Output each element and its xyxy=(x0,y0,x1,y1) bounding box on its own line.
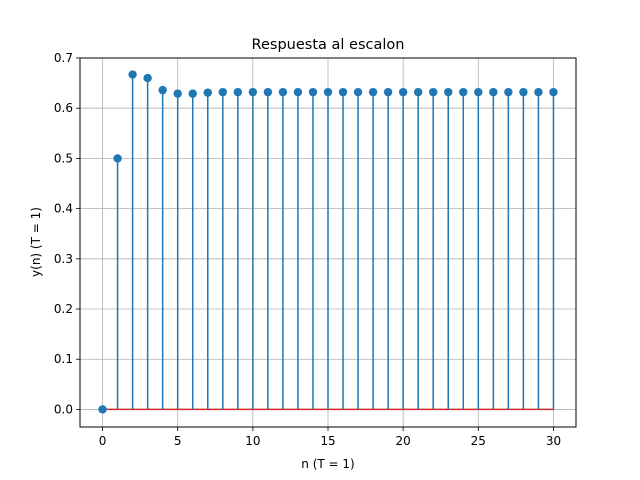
stem-marker xyxy=(398,87,408,97)
x-tick-label: 25 xyxy=(471,434,486,448)
y-tick-label: 0.5 xyxy=(54,151,73,165)
stem-marker xyxy=(459,87,468,97)
stem-marker xyxy=(519,87,528,97)
stem-marker xyxy=(158,85,167,95)
stem-marker xyxy=(474,87,483,97)
x-tick-label: 5 xyxy=(174,434,182,448)
y-tick-label: 0.6 xyxy=(54,101,73,115)
y-tick-label: 0.3 xyxy=(54,252,73,266)
y-tick-label: 0.4 xyxy=(54,202,73,216)
y-axis-ticks: 0.0 0.1 0.2 0.3 0.4 0.5 0.6 0.7 xyxy=(54,51,80,416)
stem-marker xyxy=(203,88,212,97)
stem-marker xyxy=(113,154,122,163)
x-tick-label: 20 xyxy=(396,434,411,448)
stem-marker xyxy=(233,87,243,97)
x-tick-label: 30 xyxy=(546,434,561,448)
stem-marker xyxy=(188,89,197,98)
stem-marker xyxy=(429,87,438,97)
stem-marker xyxy=(549,87,558,97)
y-tick-label: 0.1 xyxy=(54,352,73,366)
y-axis-label: y(n) (T = 1) xyxy=(29,207,43,277)
x-axis-ticks: 0 5 10 15 20 25 30 xyxy=(99,427,561,448)
stem-marker xyxy=(368,87,378,97)
stem-marker xyxy=(444,87,453,97)
stem-marker xyxy=(98,405,107,414)
stem-marker xyxy=(383,87,393,97)
stem-marker xyxy=(353,87,363,97)
x-tick-label: 15 xyxy=(320,434,335,448)
stem-marker xyxy=(413,87,423,97)
y-tick-label: 0.2 xyxy=(54,302,73,316)
stem-marker xyxy=(293,87,303,97)
stem-marker xyxy=(504,87,513,97)
stem-marker xyxy=(263,87,273,97)
stem-marker xyxy=(338,87,348,97)
x-axis-label: n (T = 1) xyxy=(301,457,354,471)
stem-marker xyxy=(128,70,137,79)
y-tick-label: 0.7 xyxy=(54,51,73,65)
chart-title: Respuesta al escalon xyxy=(252,37,405,53)
stem-marker xyxy=(248,87,258,97)
stem-marker xyxy=(143,73,152,83)
stem-marker xyxy=(218,87,227,97)
stem-marker xyxy=(534,87,543,97)
stem-marker xyxy=(278,87,288,97)
stem-marker xyxy=(323,87,333,97)
x-tick-label: 0 xyxy=(99,434,107,448)
stem-series xyxy=(98,70,558,414)
stem-marker xyxy=(489,87,498,97)
x-tick-label: 10 xyxy=(245,434,260,448)
stem-marker xyxy=(308,87,318,97)
y-tick-label: 0.0 xyxy=(54,402,73,416)
stem-marker xyxy=(173,89,182,98)
